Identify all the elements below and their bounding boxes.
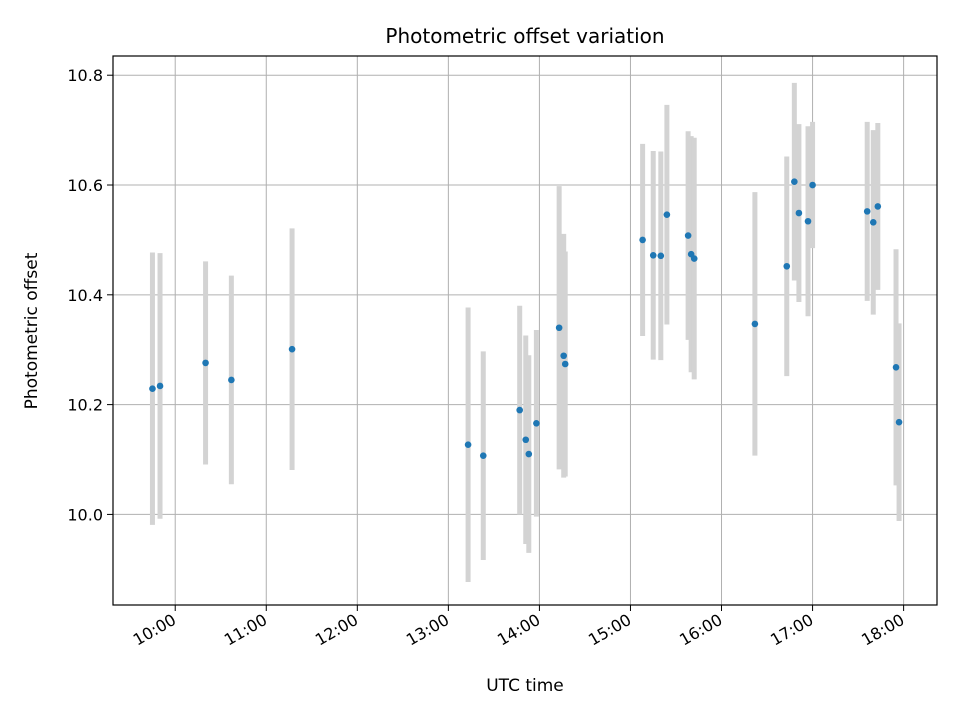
data-point bbox=[795, 209, 803, 217]
data-point bbox=[560, 352, 567, 360]
y-tick-label: 10.0 bbox=[67, 505, 103, 524]
data-point bbox=[663, 211, 671, 218]
data-point bbox=[684, 232, 692, 239]
data-point bbox=[791, 178, 798, 186]
data-point bbox=[464, 441, 472, 448]
plot-frame bbox=[112, 55, 938, 606]
data-point bbox=[809, 181, 816, 189]
y-tick-label: 10.8 bbox=[67, 66, 103, 85]
data-point bbox=[895, 418, 903, 426]
data-point bbox=[516, 406, 523, 414]
y-tick-label: 10.4 bbox=[67, 286, 103, 305]
data-point bbox=[690, 255, 698, 262]
data-point bbox=[525, 450, 533, 458]
data-point bbox=[149, 385, 156, 392]
y-tick-label: 10.2 bbox=[67, 396, 103, 415]
data-point bbox=[751, 320, 759, 328]
data-point bbox=[479, 452, 487, 459]
data-point bbox=[649, 251, 657, 259]
data-point bbox=[639, 236, 646, 244]
data-point bbox=[863, 208, 871, 215]
data-point bbox=[228, 376, 235, 384]
data-point bbox=[288, 345, 296, 353]
chart-title: Photometric offset variation bbox=[385, 24, 664, 48]
data-point bbox=[869, 219, 877, 226]
data-point bbox=[892, 363, 900, 371]
y-axis-label: Photometric offset bbox=[22, 252, 42, 409]
data-point bbox=[657, 252, 665, 260]
data-point bbox=[561, 360, 569, 368]
data-point bbox=[522, 436, 530, 444]
x-axis-label: UTC time bbox=[486, 676, 564, 696]
data-point bbox=[555, 324, 563, 332]
data-point bbox=[202, 359, 209, 367]
y-axis-ticks: 10.0 10.2 10.4 10.6 10.8 bbox=[67, 66, 113, 524]
data-point bbox=[783, 262, 791, 270]
data-point bbox=[874, 203, 882, 210]
data-point bbox=[804, 217, 812, 225]
data-points bbox=[149, 178, 903, 459]
y-tick-label: 10.6 bbox=[67, 176, 103, 195]
data-point bbox=[533, 419, 540, 427]
data-point bbox=[156, 382, 164, 390]
